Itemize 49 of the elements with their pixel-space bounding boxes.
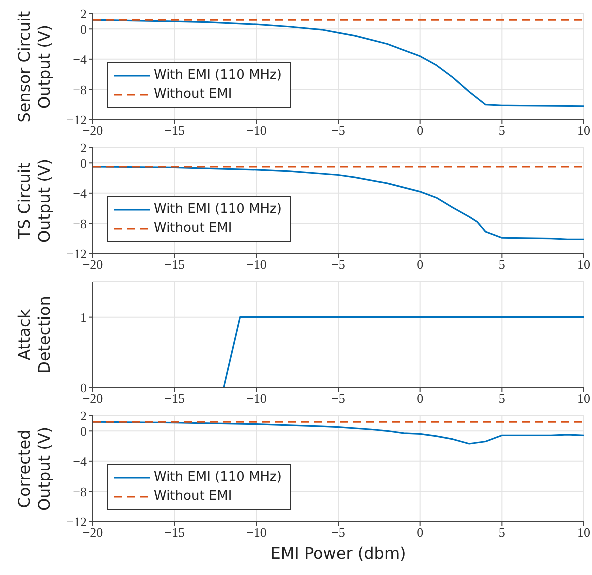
y-tick-label: −8 <box>73 216 87 232</box>
legend-label: With EMI (110 MHz) <box>154 68 282 83</box>
y-tick-label: 0 <box>80 22 87 37</box>
legend-label: Without EMI <box>154 221 232 236</box>
x-tick-label: 0 <box>417 123 424 138</box>
x-tick-label: −15 <box>164 257 186 272</box>
legend-label: With EMI (110 MHz) <box>154 202 282 217</box>
x-tick-label: 10 <box>578 525 590 540</box>
x-tick-label: −10 <box>246 257 267 272</box>
y-tick-label: 2 <box>80 140 87 156</box>
y-tick-label: 0 <box>80 156 87 171</box>
x-tick-label: −5 <box>332 123 346 138</box>
x-tick-label: 0 <box>417 257 424 272</box>
x-tick-label: −15 <box>164 123 186 138</box>
x-tick-label: 5 <box>498 391 506 406</box>
y-tick-label: −8 <box>73 82 87 98</box>
y-tick-label: −8 <box>73 484 87 500</box>
y-tick-label: 1 <box>80 310 87 325</box>
x-tick-label: −10 <box>246 525 267 540</box>
x-tick-label: −10 <box>246 391 267 406</box>
x-tick-label: −10 <box>246 123 267 138</box>
y-tick-label: 2 <box>80 6 87 22</box>
x-tick-label: −15 <box>164 525 186 540</box>
legend-label: Without EMI <box>154 489 232 504</box>
y-tick-label: 0 <box>80 424 87 439</box>
x-tick-label: −5 <box>332 525 346 540</box>
x-tick-label: 5 <box>498 257 506 272</box>
x-tick-label: 5 <box>498 123 506 138</box>
line-series <box>93 166 584 240</box>
y-tick-label: 2 <box>80 408 87 424</box>
x-tick-label: 5 <box>498 525 506 540</box>
y-axis-title: TS Circuit Output (V) <box>14 158 54 246</box>
y-axis-title: Sensor Circuit Output (V) <box>14 10 54 125</box>
legend-label: With EMI (110 MHz) <box>154 470 282 485</box>
y-axis-title: Attack Detection <box>14 295 54 376</box>
x-tick-label: −5 <box>332 257 346 272</box>
legend-label: Without EMI <box>154 87 232 102</box>
y-axis-title: Corrected Output (V) <box>14 426 54 514</box>
x-tick-label: −15 <box>164 391 186 406</box>
x-tick-label: 0 <box>417 391 424 406</box>
x-tick-label: 10 <box>578 123 590 138</box>
x-tick-label: 10 <box>578 257 590 272</box>
y-tick-label: −4 <box>73 52 88 68</box>
x-tick-label: −5 <box>332 391 346 406</box>
y-tick-label: −4 <box>73 186 88 202</box>
x-axis-title: EMI Power (dbm) <box>270 544 408 563</box>
y-tick-label: −4 <box>73 454 88 470</box>
x-tick-label: 0 <box>417 525 424 540</box>
x-tick-label: 10 <box>578 391 590 406</box>
